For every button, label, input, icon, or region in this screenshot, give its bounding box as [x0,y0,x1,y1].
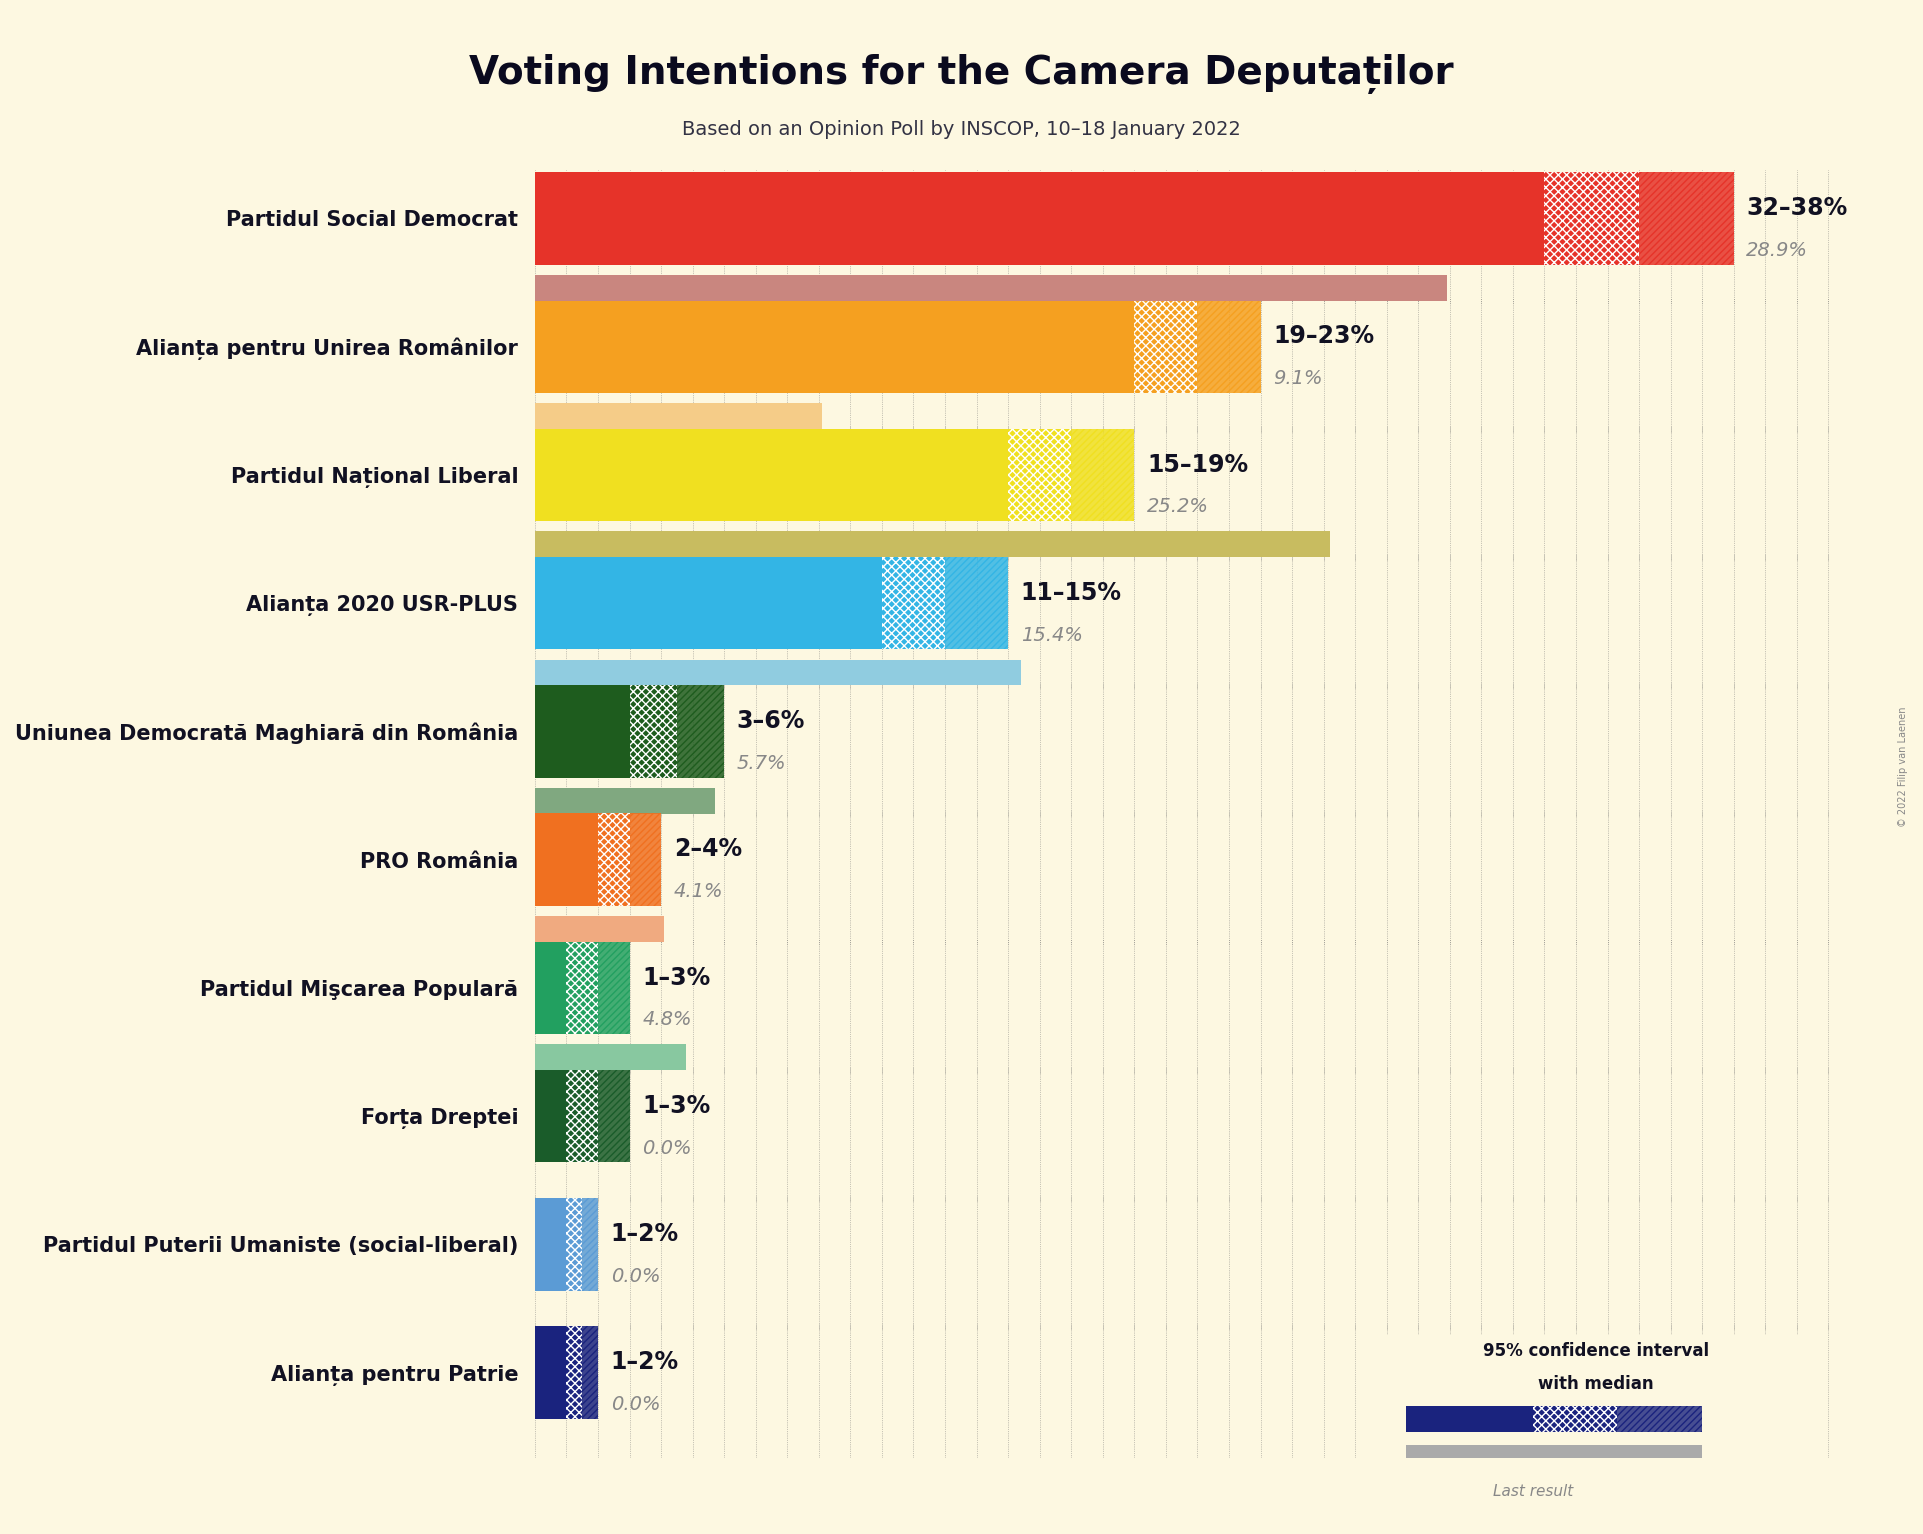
Text: Based on an Opinion Poll by INSCOP, 10–18 January 2022: Based on an Opinion Poll by INSCOP, 10–1… [683,120,1240,138]
Bar [583,1198,598,1290]
Text: 19–23%: 19–23% [1273,324,1375,348]
Text: 9.1%: 9.1% [1273,370,1323,388]
Bar [629,686,677,778]
Bar [1071,430,1135,522]
Bar [1406,1405,1533,1433]
Text: 1–3%: 1–3% [642,965,710,989]
Text: 1–3%: 1–3% [642,1094,710,1118]
Text: 4.8%: 4.8% [642,1011,692,1029]
Text: 15.4%: 15.4% [1021,626,1083,644]
Text: 0.0%: 0.0% [642,1138,692,1158]
Bar [944,557,1008,649]
Bar [629,813,662,905]
Text: with median: with median [1538,1374,1654,1393]
Bar [677,686,725,778]
Bar [567,1198,583,1290]
Bar [1135,301,1198,393]
Bar [598,813,629,905]
Bar [944,557,1008,649]
Bar [598,1069,629,1163]
Text: 32–38%: 32–38% [1746,196,1848,221]
Text: 1–2%: 1–2% [612,1350,679,1374]
Text: 1–2%: 1–2% [612,1223,679,1246]
Bar [1544,172,1638,265]
Bar [567,1198,583,1290]
Bar [1638,172,1735,265]
Bar [1008,430,1071,522]
Bar [535,660,1021,686]
Bar [677,686,725,778]
Text: 4.1%: 4.1% [673,882,723,900]
Bar [567,1327,583,1419]
Bar [535,403,821,430]
Bar [883,557,944,649]
Bar [535,275,1446,301]
Bar [1544,172,1638,265]
Text: 11–15%: 11–15% [1021,581,1121,604]
Bar [567,942,598,1034]
Text: 95% confidence interval: 95% confidence interval [1483,1342,1710,1361]
Bar [598,1069,629,1163]
Bar [567,1069,598,1163]
Text: 5.7%: 5.7% [737,755,787,773]
Bar [535,1198,567,1290]
Bar [567,942,598,1034]
Text: 0.0%: 0.0% [612,1267,660,1285]
Bar [535,686,629,778]
Bar [535,1069,567,1163]
Bar [1008,430,1071,522]
Bar [535,430,1008,522]
Bar [598,813,629,905]
Bar [535,172,1544,265]
Text: 3–6%: 3–6% [737,709,806,733]
Bar [1638,172,1735,265]
Bar [535,1327,567,1419]
Text: 0.0%: 0.0% [612,1394,660,1414]
Bar [1198,301,1260,393]
Text: 15–19%: 15–19% [1146,453,1248,477]
Bar [583,1198,598,1290]
Bar [1533,1405,1617,1433]
Bar [1135,301,1198,393]
Text: © 2022 Filip van Laenen: © 2022 Filip van Laenen [1898,707,1908,827]
Bar [1071,430,1135,522]
Bar [1406,1445,1702,1459]
Bar [1198,301,1260,393]
Bar [535,813,598,905]
Text: 28.9%: 28.9% [1746,241,1808,261]
Text: 2–4%: 2–4% [673,838,742,862]
Text: Voting Intentions for the Camera Deputaților: Voting Intentions for the Camera Deputaț… [469,54,1454,94]
Bar [535,531,1331,557]
Bar [629,686,677,778]
Bar [583,1327,598,1419]
Bar [598,942,629,1034]
Bar [567,1069,598,1163]
Bar [883,557,944,649]
Bar [535,916,663,942]
Text: 25.2%: 25.2% [1146,497,1210,517]
Bar [567,1327,583,1419]
Bar [535,942,567,1034]
Bar [1617,1405,1702,1433]
Bar [535,788,715,813]
Bar [598,942,629,1034]
Bar [629,813,662,905]
Bar [535,301,1135,393]
Bar [535,557,883,649]
Bar [1533,1405,1617,1433]
Bar [583,1327,598,1419]
Bar [535,1045,687,1071]
Bar [1617,1405,1702,1433]
Text: Last result: Last result [1492,1485,1573,1499]
